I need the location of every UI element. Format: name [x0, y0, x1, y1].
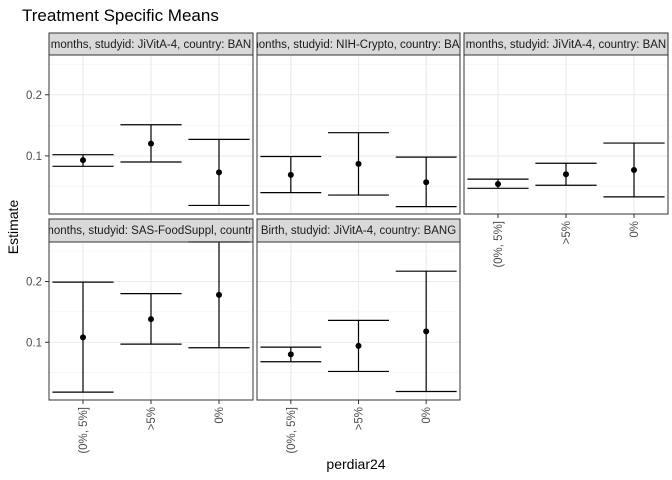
- x-tick-label: (0%, 5%]: [493, 221, 505, 268]
- facet-strip-label: months, studyid: JiVitA-4, country: BAN: [51, 39, 251, 51]
- facet-panel: months, studyid: NIH-Crypto, country: BA…: [249, 32, 468, 215]
- x-tick-label: >5%: [561, 221, 573, 244]
- y-axis-label: Estimate: [5, 200, 21, 255]
- x-axis-label: perdiar24: [326, 456, 385, 472]
- facet-panel: months, studyid: JiVitA-4, country: BAN (…: [463, 32, 669, 268]
- estimate-point: [148, 316, 154, 323]
- estimate-point: [287, 351, 294, 358]
- chart-title: Treatment Specific Means: [22, 6, 219, 25]
- x-tick-label: 0%: [421, 407, 433, 424]
- facet-strip-label: months, studyid: SAS-FoodSuppl, country: [44, 225, 258, 237]
- estimate-point: [563, 171, 569, 178]
- estimate-point: [355, 160, 362, 167]
- estimate-point: [495, 181, 501, 188]
- estimate-point: [148, 140, 154, 147]
- x-tick-label: 0%: [214, 407, 226, 424]
- y-tick-label: 0.1: [26, 337, 42, 349]
- x-tick-label: (0%, 5%]: [286, 407, 298, 454]
- estimate-point: [423, 179, 430, 186]
- estimate-point: [355, 342, 362, 349]
- x-tick-label: >5%: [146, 407, 158, 430]
- facet-panel: Birth, studyid: JiVitA-4, country: BANG (…: [256, 218, 461, 454]
- estimate-point: [80, 157, 86, 164]
- facet-panel: months, studyid: SAS-FoodSuppl, country 0…: [26, 218, 258, 454]
- x-tick-label: 0%: [629, 221, 641, 238]
- estimate-point: [631, 166, 637, 173]
- facet-strip-label: months, studyid: JiVitA-4, country: BAN: [466, 39, 666, 51]
- facet-panel: months, studyid: JiVitA-4, country: BAN 0…: [26, 32, 254, 215]
- y-tick-label: 0.1: [26, 151, 42, 163]
- facet-strip-label: Birth, studyid: JiVitA-4, country: BANG: [261, 225, 456, 237]
- panel-border: [256, 54, 461, 215]
- y-tick-label: 0.2: [26, 277, 42, 289]
- panel-border: [48, 54, 254, 215]
- y-tick-label: 0.2: [26, 90, 42, 102]
- estimate-point: [423, 328, 430, 335]
- x-tick-label: (0%, 5%]: [78, 407, 90, 454]
- x-tick-label: >5%: [354, 407, 366, 430]
- facet-strip-label: months, studyid: NIH-Crypto, country: BA…: [249, 39, 468, 51]
- estimate-point: [216, 291, 222, 298]
- estimate-point: [216, 169, 222, 176]
- estimate-point: [287, 171, 294, 178]
- estimate-point: [80, 334, 86, 341]
